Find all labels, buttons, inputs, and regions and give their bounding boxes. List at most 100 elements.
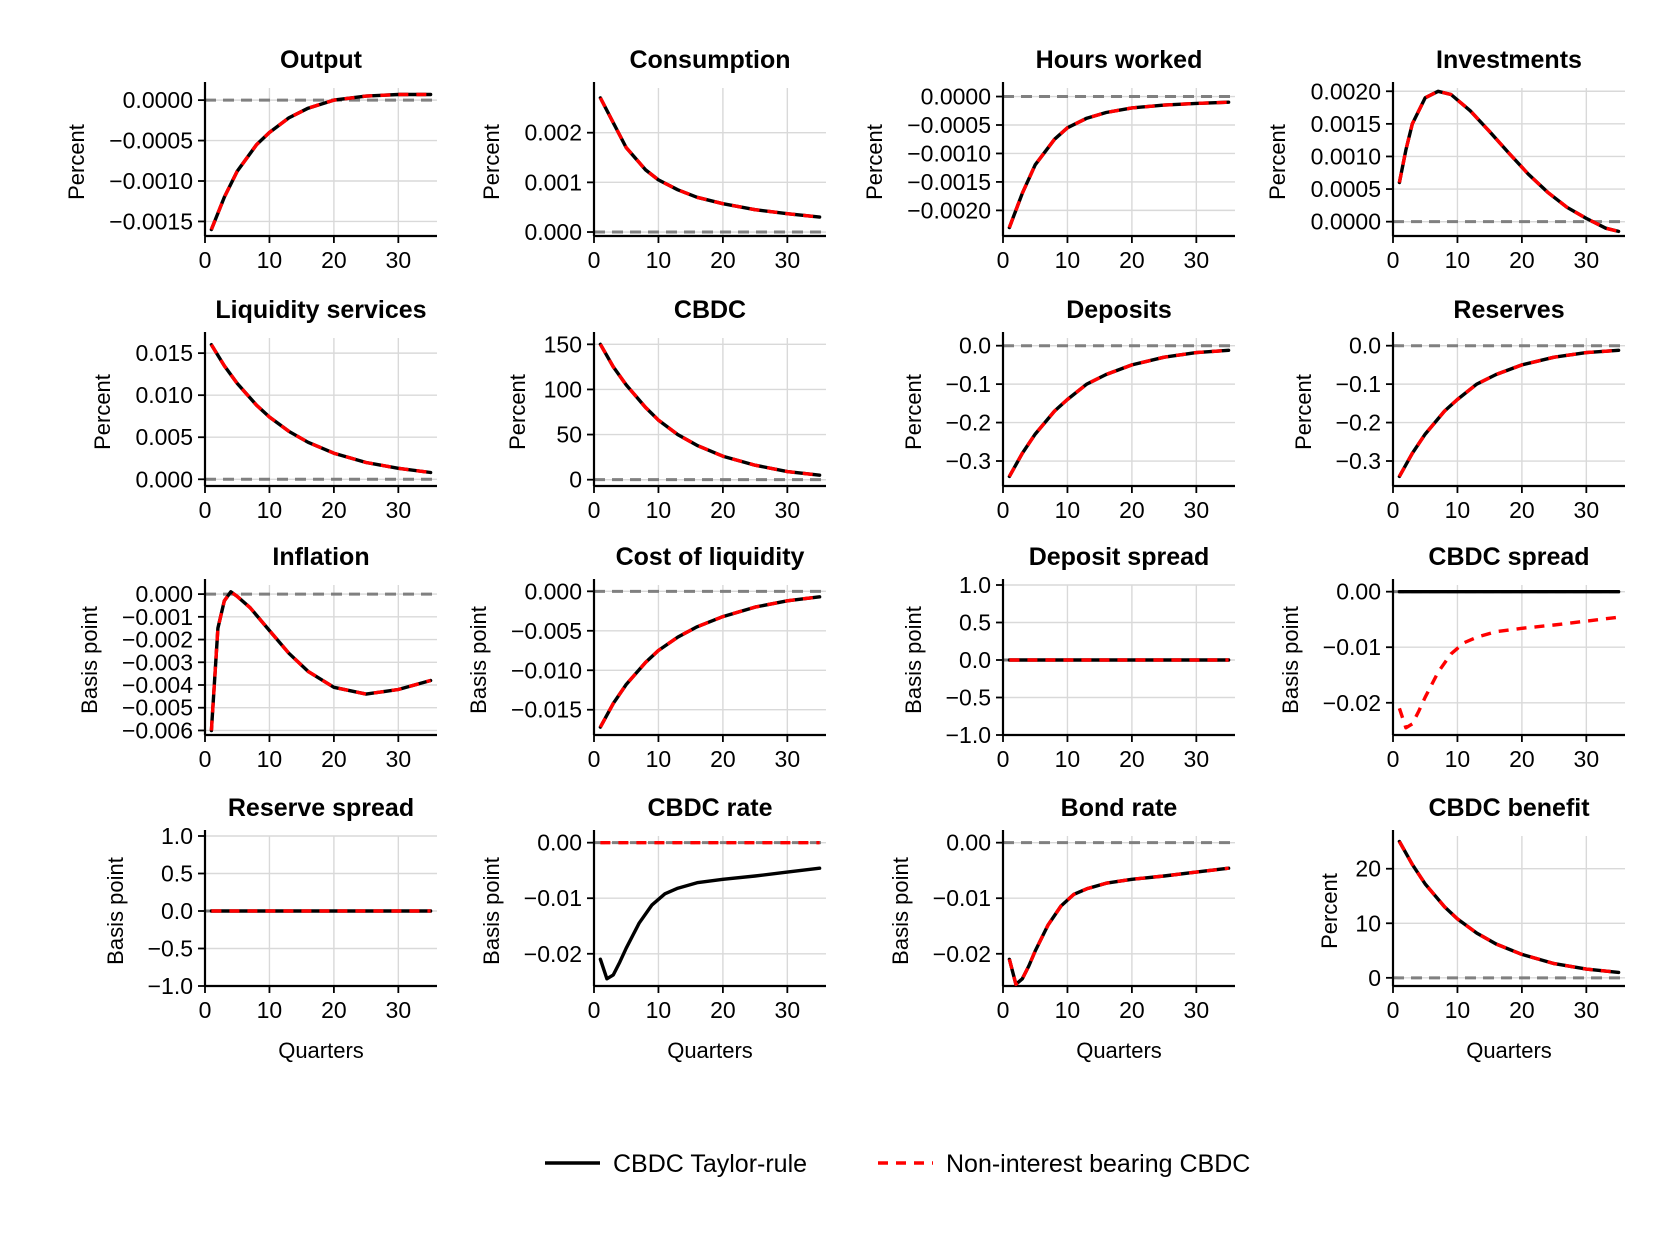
x-tick-label: 10 (257, 997, 283, 1023)
y-axis-label: Basis point (479, 857, 504, 965)
x-tick-label: 20 (710, 247, 736, 273)
y-tick-label: 0.000 (135, 581, 193, 607)
x-tick-label: 10 (646, 746, 672, 772)
y-tick-label: −0.0010 (109, 168, 193, 194)
x-tick-label: 20 (1119, 497, 1145, 523)
panel-title: CBDC spread (1428, 543, 1589, 571)
y-tick-label: 0.0 (1349, 333, 1381, 359)
x-tick-label: 0 (997, 247, 1010, 273)
series-line-cbdc-taylor-rule (598, 96, 822, 219)
y-axis-label: Percent (862, 124, 887, 200)
x-tick-label: 10 (646, 247, 672, 273)
x-tick-label: 20 (321, 997, 347, 1023)
x-tick-label: 30 (1574, 247, 1600, 273)
panel-cbdc-spread: CBDC spread 0 10 20 30 0.00 −0.01 −0.02 Basis po… (1278, 543, 1625, 772)
panel-deposits: Deposits 0 10 20 30 0.0 −0.1 −0.2 −0.3 Percent (901, 296, 1235, 523)
x-tick-label: 20 (710, 997, 736, 1023)
panel-title: Consumption (629, 46, 790, 74)
x-tick-label: 10 (1445, 497, 1471, 523)
x-tick-label: 20 (321, 746, 347, 772)
y-axis-label: Percent (1265, 124, 1290, 200)
y-tick-label: 0.0 (161, 898, 193, 924)
y-tick-label: 1.0 (959, 572, 991, 598)
y-axis-label: Basis point (888, 857, 913, 965)
x-tick-label: 0 (199, 247, 212, 273)
y-tick-label: 0.5 (959, 610, 991, 636)
y-tick-label: 0 (1368, 965, 1381, 991)
panel-title: CBDC benefit (1428, 794, 1590, 822)
series-line-non-interest-bearing-cbdc (598, 595, 820, 728)
panel-title: Deposit spread (1029, 543, 1210, 571)
y-tick-label: 0.0000 (123, 87, 193, 113)
series-line-non-interest-bearing-cbdc (1007, 348, 1229, 478)
panel-title: Liquidity services (215, 296, 426, 324)
series-line-non-interest-bearing-cbdc (1397, 840, 1619, 975)
y-axis-label: Percent (90, 374, 115, 450)
x-tick-label: 10 (1055, 497, 1081, 523)
x-tick-label: 20 (710, 746, 736, 772)
x-tick-label: 30 (386, 997, 412, 1023)
y-tick-label: −0.005 (511, 618, 582, 644)
x-tick-label: 0 (997, 497, 1010, 523)
y-tick-label: 10 (1355, 910, 1381, 936)
panel-title: Cost of liquidity (616, 543, 805, 571)
panel-title: Hours worked (1036, 46, 1203, 74)
series-line-non-interest-bearing-cbdc (1397, 348, 1619, 478)
panel-title: Deposits (1066, 296, 1172, 324)
y-tick-label: 0.0000 (1311, 209, 1381, 235)
x-tick-label: 10 (1055, 746, 1081, 772)
series-line-non-interest-bearing-cbdc (1397, 89, 1620, 234)
x-tick-label: 30 (775, 247, 801, 273)
x-tick-label: 10 (1055, 247, 1081, 273)
y-axis-label: Percent (64, 124, 89, 200)
x-tick-label: 0 (588, 497, 601, 523)
x-tick-label: 20 (321, 247, 347, 273)
x-tick-label: 10 (1445, 746, 1471, 772)
panel-cost-of-liquidity: Cost of liquidity 0 10 20 30 0.000 −0.005 −0.01… (466, 543, 826, 772)
y-tick-label: 0.001 (524, 169, 582, 195)
x-tick-label: 30 (1184, 497, 1210, 523)
y-tick-label: −0.01 (933, 885, 991, 911)
panel-liquidity-services: Liquidity services 0 10 20 30 0.000 0.005 0.010… (90, 296, 437, 523)
y-tick-label: −0.01 (1323, 634, 1381, 660)
legend-label-taylor: CBDC Taylor-rule (613, 1150, 807, 1178)
y-tick-label: −0.01 (524, 885, 582, 911)
x-tick-label: 30 (1184, 997, 1210, 1023)
y-tick-label: 0 (569, 467, 582, 493)
panel-output: Output 0 10 20 30 0.0000 −0.0005 −0.0010 −0.0015… (64, 46, 437, 273)
x-tick-label: 20 (1509, 497, 1535, 523)
y-tick-label: −0.3 (946, 448, 991, 474)
x-tick-label: 0 (997, 997, 1010, 1023)
panel-title: Investments (1436, 46, 1582, 74)
y-tick-label: −0.0020 (907, 197, 991, 223)
x-tick-label: 30 (775, 746, 801, 772)
y-axis-label: Percent (505, 374, 530, 450)
y-tick-label: 0.00 (1336, 579, 1381, 605)
y-tick-label: 0.000 (135, 466, 193, 492)
y-tick-label: −0.2 (946, 410, 991, 436)
x-tick-label: 20 (1119, 746, 1145, 772)
series-line-non-interest-bearing-cbdc (209, 343, 431, 475)
panel-deposit-spread: Deposit spread 0 10 20 30 1.0 0.5 0.0 −0.5 −1.0 Ba… (901, 543, 1235, 772)
y-tick-label: 150 (544, 331, 582, 357)
series-line-non-interest-bearing-cbdc (209, 92, 431, 231)
y-tick-label: 20 (1355, 856, 1381, 882)
panel-bond-rate: Bond rate 0 10 20 30 0.00 −0.01 −0.02 Basis poin… (888, 794, 1235, 1063)
y-tick-label: −0.0005 (109, 128, 193, 154)
y-axis-label: Basis point (77, 606, 102, 714)
y-tick-label: 0.0020 (1311, 78, 1381, 104)
panel-investments: Investments 0 10 20 30 0.0000 0.0005 0.0010 0.00… (1265, 46, 1625, 273)
y-tick-label: 0.00 (537, 830, 582, 856)
legend-label-nonint: Non-interest bearing CBDC (946, 1150, 1250, 1178)
y-tick-label: 0.0 (959, 333, 991, 359)
panel-reserve-spread: Reserve spread 0 10 20 30 1.0 0.5 0.0 −0.5 −1.0 Ba… (103, 794, 437, 1063)
y-axis-label: Percent (1317, 873, 1342, 949)
x-tick-label: 0 (1387, 497, 1400, 523)
x-tick-label: 30 (1184, 746, 1210, 772)
x-tick-label: 30 (1574, 746, 1600, 772)
x-tick-label: 20 (1509, 746, 1535, 772)
y-tick-label: −1.0 (946, 722, 991, 748)
y-axis-label: Basis point (466, 606, 491, 714)
y-tick-label: −0.001 (122, 604, 193, 630)
y-tick-label: −0.0010 (907, 140, 991, 166)
